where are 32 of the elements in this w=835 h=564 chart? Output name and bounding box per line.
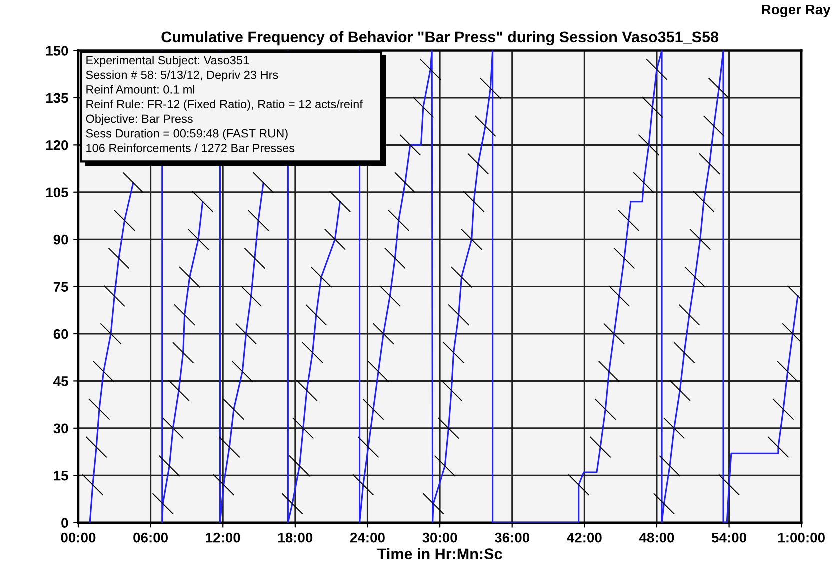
x-tick-label: 30:00	[422, 532, 458, 543]
annotation: Experimental Subject: Vaso351	[86, 56, 249, 67]
x-axis-title: Time in Hr:Mn:Sc	[378, 548, 502, 560]
annotation: Objective: Bar Press	[86, 114, 193, 126]
y-tick-label: 90	[54, 234, 68, 245]
x-tick-label: 54:00	[712, 532, 746, 543]
y-tick-label: 45	[54, 376, 68, 386]
y-tick-label: 120	[46, 140, 68, 150]
y-tick-label: 150	[46, 46, 68, 56]
annotation: 106 Reinforcements / 1272 Bar Presses	[86, 144, 295, 152]
text: Roger Ray	[762, 4, 831, 18]
x-tick-label: 42:00	[567, 532, 602, 543]
y-tick-label: 135	[46, 93, 68, 104]
x-tick-label: 12:00	[206, 532, 240, 543]
x-tick-label: 24:00	[350, 532, 385, 543]
x-tick-label: 00:00	[61, 532, 96, 543]
y-tick-label: 0	[62, 518, 68, 528]
y-tick-label: 105	[46, 188, 68, 198]
y-tick-label: 30	[54, 424, 68, 434]
x-tick-label: 1:00:00	[778, 532, 825, 543]
y-tick-label: 15	[54, 471, 68, 481]
x-tick-label: 06:00	[134, 532, 168, 543]
annotation: Reinf Rule: FR-12 (Fixed Ratio), Ratio = 12 acts/reinf	[86, 100, 363, 111]
x-tick-label: 48:00	[639, 532, 674, 543]
chart-title: Cumulative Frequency of Behavior "Bar Press" during Session Vaso351_S58	[162, 31, 719, 46]
annotation: Sess Duration = 00:59:48 (FAST RUN)	[86, 129, 288, 140]
annotation: Reinf Amount: 0.1 ml	[86, 85, 195, 94]
x-tick-label: 18:00	[278, 532, 313, 543]
y-tick-label: 60	[54, 329, 68, 340]
x-tick-label: 36:00	[494, 532, 530, 543]
y-tick-label: 75	[54, 282, 68, 292]
annotation: Session # 58: 5/13/12, Depriv 23 Hrs	[86, 70, 278, 82]
